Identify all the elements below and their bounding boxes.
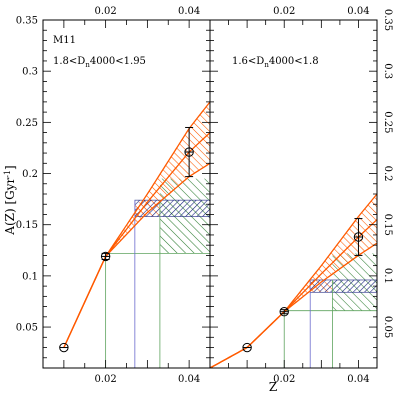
orange-hatched-band bbox=[63, 101, 210, 348]
right-panel-label-range: 1.6<Dn4000<1.8 bbox=[232, 56, 319, 69]
y-tick-label: 0.05 bbox=[16, 323, 38, 334]
y-tick-label-right: 0.3 bbox=[382, 63, 393, 79]
x-tick-label-bottom: 0.04 bbox=[178, 374, 200, 385]
y-tick-label: 0.15 bbox=[16, 220, 38, 231]
y-axis-title: A(Z) [Gyr-1] bbox=[3, 165, 17, 235]
right-panel bbox=[210, 193, 377, 368]
central-curve bbox=[210, 219, 377, 368]
y-tick-label: 0.1 bbox=[22, 271, 38, 282]
central-curve bbox=[63, 132, 210, 348]
y-tick-label-right: 0.1 bbox=[382, 268, 393, 284]
y-tick-label: 0.35 bbox=[16, 16, 38, 27]
left-panel-label-m11: M11 bbox=[53, 35, 76, 46]
x-tick-label-bottom: 0.02 bbox=[94, 374, 116, 385]
x-tick-label-top: 0.04 bbox=[347, 6, 369, 17]
left-panel-label-range: 1.8<Dn4000<1.95 bbox=[53, 56, 146, 69]
y-tick-label-right: 0.15 bbox=[382, 214, 393, 236]
axes: 0.02 0.02 0.04 0.04 0.05 0.1 0.15 0.2 0.25 0.3 0.3… bbox=[16, 6, 393, 385]
x-axis-title: Z bbox=[269, 380, 277, 394]
y-tick-label: 0.3 bbox=[22, 67, 38, 78]
x-tick-label-bottom: 0.02 bbox=[273, 374, 295, 385]
y-tick-label-right: 0.35 bbox=[382, 9, 393, 31]
panel-frame bbox=[209, 19, 378, 369]
y-tick-label: 0.25 bbox=[16, 118, 38, 129]
blue-hatched-band bbox=[309, 279, 377, 293]
x-tick-label-top: 0.04 bbox=[178, 6, 200, 17]
left-panel bbox=[59, 101, 210, 368]
y-tick-label-right: 0.2 bbox=[382, 166, 393, 182]
x-tick-label-bottom: 0.04 bbox=[347, 374, 369, 385]
y-tick-label-right: 0.25 bbox=[382, 111, 393, 133]
y-tick-label: 0.2 bbox=[22, 169, 38, 180]
x-tick-label-top: 0.02 bbox=[94, 6, 116, 17]
y-tick-label-right: 0.05 bbox=[382, 316, 393, 338]
x-tick-label-top: 0.02 bbox=[273, 6, 295, 17]
